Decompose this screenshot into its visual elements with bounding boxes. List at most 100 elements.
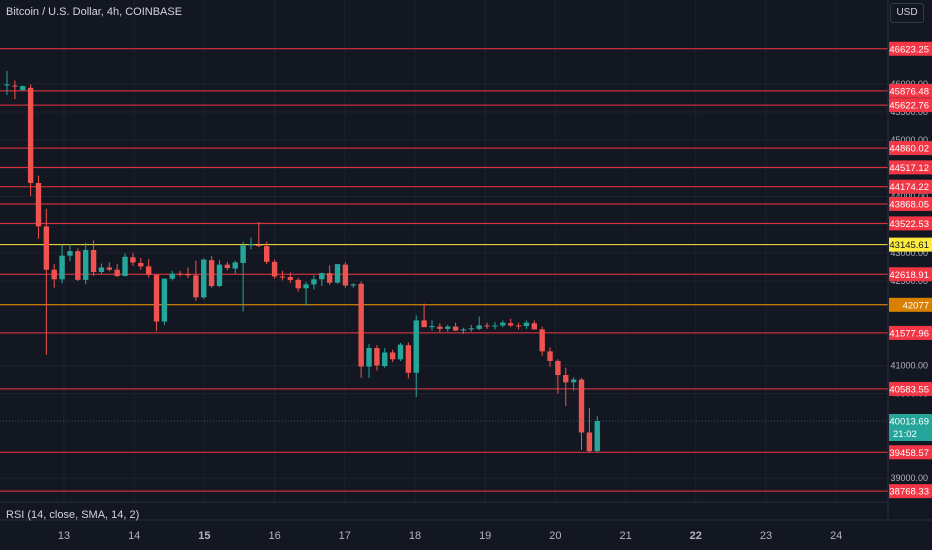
horizontal-levels [0,48,888,492]
level-label-bg [889,267,932,282]
chart-title: Bitcoin / U.S. Dollar, 4h, COINBASE [6,6,183,18]
candle-body [114,269,120,276]
level-label: 44517.12 [889,163,929,174]
level-label-bg [889,381,932,396]
level-label: 43522.53 [889,219,929,230]
candle-body [303,284,309,289]
candle-body [216,264,223,287]
level-label-bg [889,196,932,211]
level-labels: 46623.25 45876.48 45622.76 44860.02 44517.12… [889,41,932,499]
time-axis[interactable] [0,520,932,550]
level-label: 44174.22 [889,182,929,193]
candle-body [586,432,593,452]
level-label: 46623.25 [889,44,929,55]
candle-body [43,226,50,270]
level-label: 38768.33 [889,487,929,498]
candle-body [240,245,246,263]
y-tick-label: 41000.00 [890,360,928,370]
candle-body [256,244,262,247]
x-tick-label: 16 [268,530,280,542]
candle-body [224,264,231,269]
candle-body [4,84,10,86]
candle-body [161,278,168,322]
candle-body [35,182,42,227]
level-label-bg [889,445,932,460]
candle-body [523,322,530,327]
candle-body [500,322,506,326]
candle-body [264,246,270,262]
currency-button[interactable]: USD [890,3,924,23]
level-label-bg [889,83,932,98]
level-label-bg [889,297,932,312]
candle-body [555,360,561,376]
candle-body [12,85,18,87]
candle-body [389,352,396,360]
candle-body [397,344,404,360]
level-label-bg [889,179,932,194]
candle-body [169,273,175,279]
candle-body [342,264,349,286]
current-price-countdown: 21:02 [893,429,917,440]
level-label: 44860.02 [889,144,929,155]
x-tick-label: 20 [549,530,561,542]
candle-body [271,261,278,277]
candle-body [326,273,333,283]
candle-body [248,244,254,246]
level-label-bg [889,98,932,113]
level-label: 40583.55 [889,384,929,395]
candle-body [193,275,199,298]
candle-body [279,276,286,278]
level-label: 45622.76 [889,101,929,112]
level-label: 45876.48 [889,86,929,97]
current-price-value: 40013.69 [889,417,929,428]
candle-body [476,325,482,329]
current-price-bg [889,414,932,442]
candle-body [468,328,475,330]
candle-body [20,86,26,91]
candle-body [208,260,215,287]
candle-body [382,352,388,367]
x-tick-label: 13 [58,530,70,542]
candle-body [492,325,498,327]
candle-body [232,262,238,269]
y-tick-label: 43000.00 [890,248,928,258]
candle-body [429,326,435,328]
level-label: 42077 [903,300,929,311]
candle-body [452,326,459,331]
level-label: 43868.05 [889,199,929,210]
candle-body [531,323,537,330]
candle-body [547,351,553,361]
candle-body [539,329,545,352]
candle-body [122,256,128,276]
x-tick-label: 21 [619,530,631,542]
candle-body [201,259,207,298]
candle-body [445,326,451,329]
candle-body [83,250,89,280]
candle-body [75,251,81,280]
level-label-bg [889,160,932,175]
grid-lines [0,0,888,502]
candle-body [405,345,412,373]
candle-body [67,251,73,256]
level-label-bg [889,216,932,231]
level-label: 39458.57 [889,448,929,459]
x-tick-label: 18 [409,530,421,542]
candle-body [51,269,57,280]
candle-body [507,323,514,326]
x-tick-label: 17 [339,530,351,542]
x-tick-labels: 13 14 15 16 17 18 19 20 21 22 23 24 [58,530,842,542]
level-label: 43145.61 [889,240,929,251]
candle-body [413,320,419,373]
x-tick-label: 15 [198,530,210,542]
rsi-indicator-label[interactable]: RSI (14, close, SMA, 14, 2) [6,509,140,521]
candle-body [145,266,152,275]
candle-body [138,262,144,267]
candle-body [570,379,577,383]
x-tick-label: 23 [760,530,772,542]
candle-body [27,87,34,183]
y-tick-label: 44000.00 [890,192,928,202]
y-tick-label: 39000.00 [890,473,928,483]
y-tick-label: 45000.00 [890,135,928,145]
